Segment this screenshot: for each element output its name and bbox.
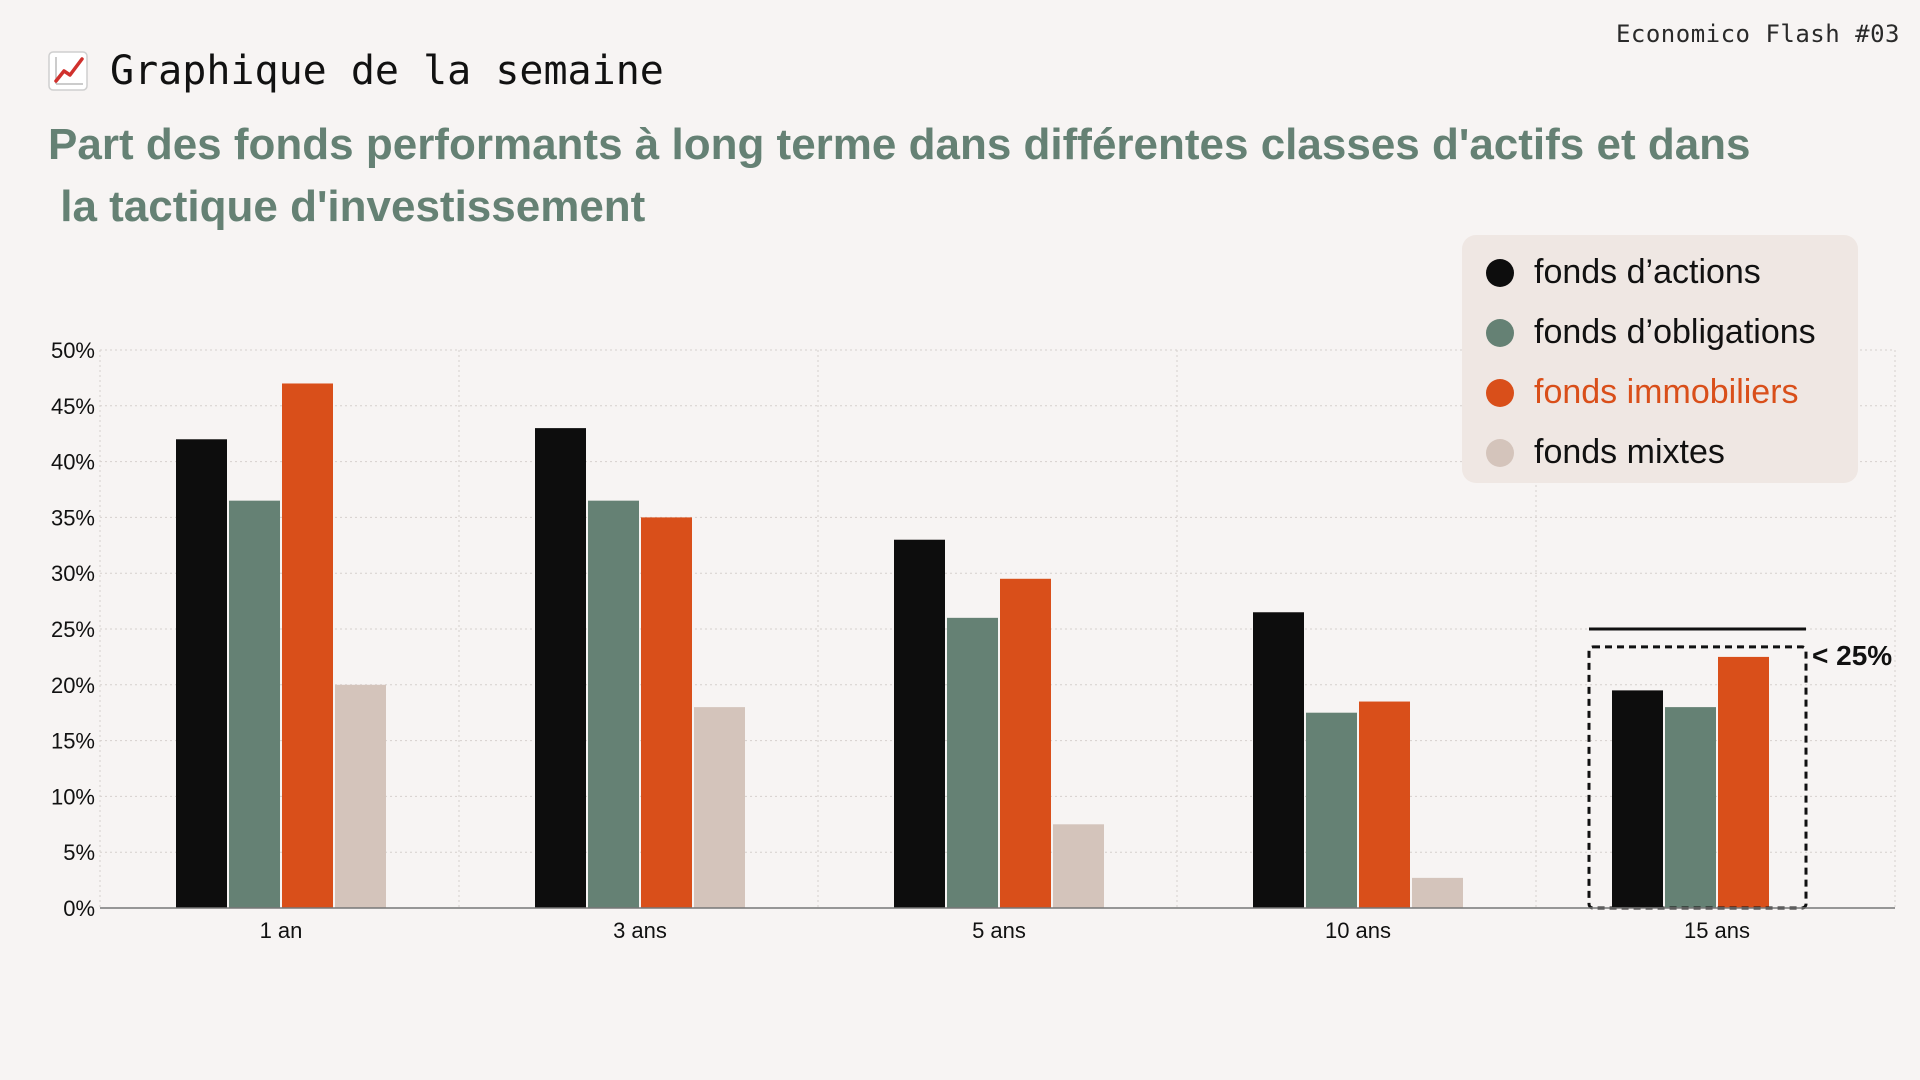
y-tick-label: 30% <box>51 561 95 586</box>
legend-label-obligations: fonds d’obligations <box>1534 313 1816 351</box>
bar <box>1665 707 1716 908</box>
x-tick-label: 1 an <box>260 918 303 943</box>
annotation-label: < 25% <box>1812 640 1892 671</box>
bar <box>176 439 227 908</box>
legend-dot-obligations <box>1486 318 1514 347</box>
y-tick-label: 45% <box>51 394 95 419</box>
bar <box>894 539 945 908</box>
legend-dot-immobiliers <box>1486 378 1514 407</box>
bar <box>335 684 386 908</box>
x-tick-label: 15 ans <box>1684 918 1750 943</box>
legend-label-actions: fonds d’actions <box>1534 253 1761 291</box>
y-tick-label: 5% <box>63 840 95 865</box>
legend-item-mixtes: fonds mixtes <box>1486 433 1725 472</box>
y-tick-label: 15% <box>51 729 95 754</box>
bar <box>1306 712 1357 908</box>
bar <box>947 617 998 908</box>
legend-label-immobiliers: fonds immobiliers <box>1534 373 1799 411</box>
bar <box>1612 690 1663 908</box>
bar <box>694 707 745 908</box>
chart-increasing-icon <box>48 51 88 91</box>
chart-subtitle: Part des fonds performants à long terme … <box>48 114 1828 238</box>
bar <box>1053 824 1104 908</box>
subtitle-line-1: Part des fonds performants à long terme … <box>48 120 1751 169</box>
page-title: Graphique de la semaine <box>110 48 664 94</box>
legend-dot-mixtes <box>1486 438 1514 467</box>
y-axis-ticks: 0% 5% 10% 15% 20% 25% 30% 35% 40% 45% 50% <box>51 338 95 921</box>
legend-item-actions: fonds d’actions <box>1486 253 1761 292</box>
legend-item-immobiliers: fonds immobiliers <box>1486 373 1799 412</box>
x-tick-label: 10 ans <box>1325 918 1391 943</box>
x-tick-label: 5 ans <box>972 918 1026 943</box>
legend-item-obligations: fonds d’obligations <box>1486 313 1816 352</box>
bar <box>588 500 639 908</box>
y-tick-label: 0% <box>63 896 95 921</box>
y-tick-label: 20% <box>51 673 95 698</box>
chart-legend: fonds d’actions fonds d’obligations fond… <box>1462 235 1858 483</box>
y-tick-label: 35% <box>51 505 95 530</box>
bar <box>1359 701 1410 908</box>
x-axis-ticks: 1 an 3 ans 5 ans 10 ans 15 ans <box>260 918 1750 943</box>
bar <box>229 500 280 908</box>
bar <box>641 517 692 908</box>
legend-label-mixtes: fonds mixtes <box>1534 433 1725 471</box>
brand-label: Economico Flash #03 <box>1615 20 1900 48</box>
y-tick-label: 25% <box>51 617 95 642</box>
y-tick-label: 40% <box>51 450 95 475</box>
bar <box>1412 877 1463 908</box>
page-header: Graphique de la semaine <box>48 48 664 94</box>
legend-dot-actions <box>1486 258 1514 287</box>
bars-layer <box>176 383 1769 909</box>
x-tick-label: 3 ans <box>613 918 667 943</box>
y-tick-label: 50% <box>51 338 95 363</box>
y-tick-label: 10% <box>51 784 95 809</box>
bar <box>535 428 586 908</box>
bar <box>1718 656 1769 908</box>
bar <box>1000 578 1051 908</box>
bar <box>1253 612 1304 908</box>
subtitle-line-2: la tactique d'investissement <box>48 182 646 231</box>
bar <box>282 383 333 909</box>
